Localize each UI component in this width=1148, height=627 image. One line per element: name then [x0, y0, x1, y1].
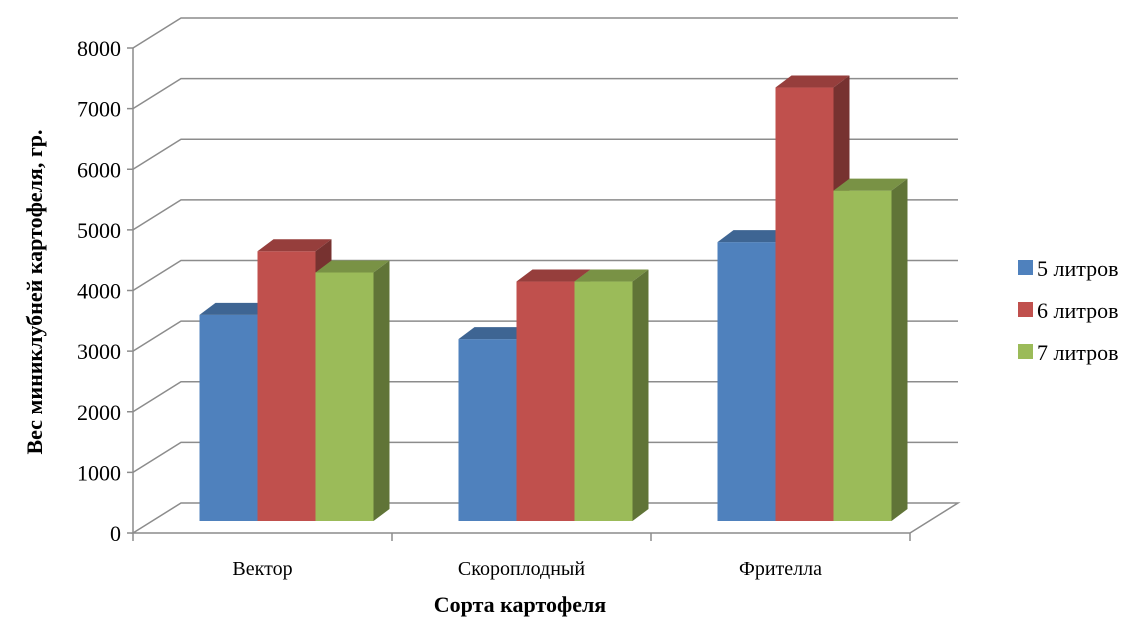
- legend-swatch: [1018, 344, 1033, 359]
- y-tick-label: 0: [110, 521, 121, 546]
- x-tick-label: Вектор: [232, 558, 292, 580]
- bar: [315, 260, 390, 521]
- bar-front: [775, 87, 834, 521]
- bar-top: [516, 269, 591, 282]
- y-tick-label: 7000: [77, 97, 121, 122]
- bar: [574, 269, 649, 521]
- legend-item: 7 литров: [1018, 340, 1119, 365]
- gridlines: [130, 17, 961, 534]
- legend-item: 6 литров: [1018, 298, 1119, 323]
- y-tick-label: 3000: [77, 339, 121, 364]
- bar-front: [516, 281, 575, 521]
- legend-label: 7 литров: [1037, 340, 1119, 365]
- y-tick-label: 1000: [77, 460, 121, 485]
- bar-front: [717, 242, 776, 521]
- y-tick-label: 2000: [77, 400, 121, 425]
- x-axis-title: Сорта картофеля: [434, 592, 607, 617]
- gridline: [132, 17, 958, 49]
- bar-side: [373, 260, 390, 521]
- bars: [199, 75, 908, 521]
- gridline: [132, 441, 958, 474]
- legend-label: 6 литров: [1037, 298, 1119, 323]
- bar-front: [458, 339, 517, 521]
- bar-top: [458, 327, 533, 340]
- bar-top: [574, 269, 649, 282]
- bar-front: [833, 190, 892, 521]
- gridline: [132, 381, 958, 413]
- legend-swatch: [1018, 260, 1033, 275]
- bar-top: [257, 239, 332, 252]
- bar: [833, 178, 908, 521]
- bar-side: [891, 178, 908, 521]
- legend-swatch: [1018, 302, 1033, 317]
- gridline: [132, 138, 958, 170]
- bar-top: [717, 230, 792, 243]
- legend: 5 литров 6 литров 7 литров: [1018, 256, 1119, 365]
- gridline: [132, 320, 958, 352]
- gridline: [132, 259, 958, 292]
- bar-front: [257, 251, 316, 521]
- bar: [458, 327, 533, 521]
- bar-side: [632, 269, 649, 521]
- bar-front: [315, 272, 374, 521]
- y-tick-label: 4000: [77, 279, 121, 304]
- y-axis-title: Вес миниклубней картофеля, гр.: [22, 129, 47, 454]
- bar-top: [833, 178, 908, 191]
- x-tick-label: Скороплодный: [458, 558, 585, 580]
- bar-top: [775, 75, 850, 88]
- legend-item: 5 литров: [1018, 256, 1119, 281]
- gridline: [132, 77, 958, 110]
- y-tick-label: 8000: [77, 36, 121, 61]
- gridline: [132, 199, 958, 231]
- bar-front: [199, 314, 258, 521]
- x-tick-label: Фрителла: [739, 558, 822, 580]
- axes: [127, 47, 911, 541]
- y-tick-label: 5000: [77, 218, 121, 243]
- y-tick-label: 6000: [77, 157, 121, 182]
- axis-labels: 0 1000 2000 3000 4000 5000 6000 7000 8000 Вектор С…: [77, 36, 822, 580]
- legend-label: 5 литров: [1037, 256, 1119, 281]
- bar-top: [315, 260, 390, 273]
- bar-top: [199, 302, 274, 315]
- bar-front: [574, 281, 633, 521]
